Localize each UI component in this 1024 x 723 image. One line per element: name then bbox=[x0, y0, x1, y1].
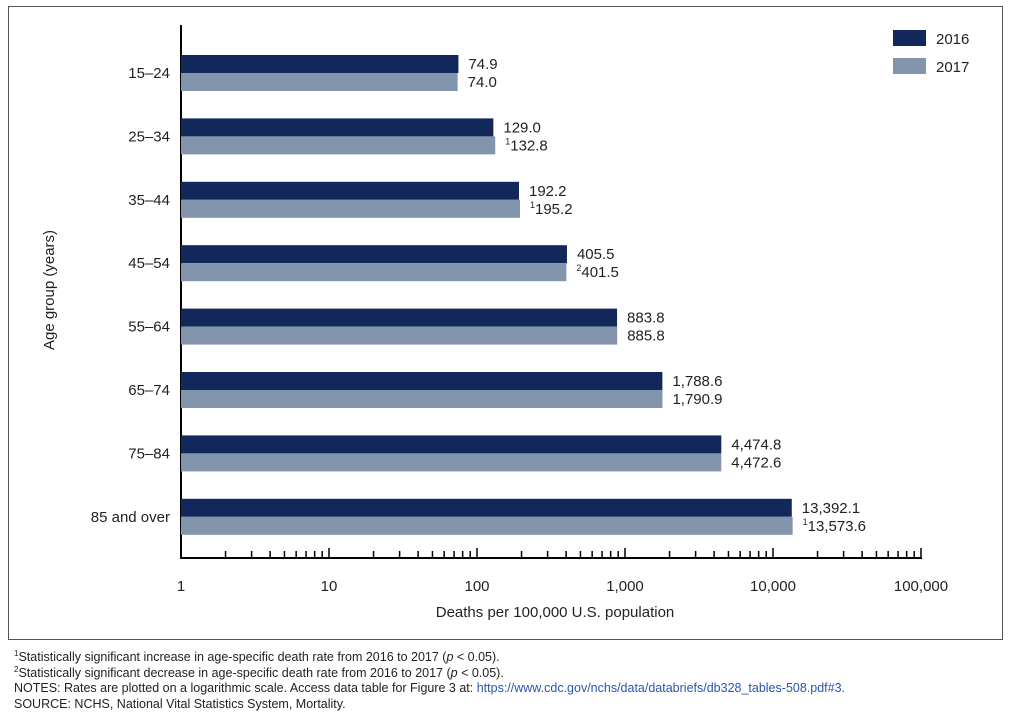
footnote-2: 2Statistically significant decrease in a… bbox=[14, 664, 845, 682]
footnote-text: Statistically significant decrease in ag… bbox=[18, 665, 451, 680]
source-line: SOURCE: NCHS, National Vital Statistics … bbox=[14, 696, 346, 711]
bar-2017 bbox=[181, 73, 458, 91]
notes-text: NOTES: Rates are plotted on a logarithmi… bbox=[14, 681, 477, 695]
x-tick-label: 1,000 bbox=[606, 578, 644, 595]
bar-2016 bbox=[181, 245, 567, 264]
category-label: 55–64 bbox=[128, 319, 170, 336]
data-label: 1,790.9 bbox=[672, 391, 722, 408]
significance-mark: 1 bbox=[803, 517, 808, 527]
bar-2017 bbox=[181, 263, 567, 282]
p-symbol: p bbox=[450, 665, 458, 680]
bar-2017 bbox=[181, 390, 663, 408]
bar-2017 bbox=[181, 326, 618, 345]
data-label: 885.8 bbox=[627, 328, 665, 345]
x-tick-label: 10 bbox=[321, 578, 338, 595]
bar-2016 bbox=[181, 498, 792, 517]
category-label: 85 and over bbox=[91, 509, 170, 526]
data-label-value: 195.2 bbox=[535, 201, 573, 218]
category-label: 75–84 bbox=[128, 445, 170, 462]
footnote-mark: 1 bbox=[14, 649, 19, 658]
legend-swatch-2017 bbox=[893, 58, 926, 74]
bar-2016 bbox=[181, 118, 494, 137]
x-axis-title: Deaths per 100,000 U.S. population bbox=[436, 604, 675, 621]
data-label-value: 132.8 bbox=[510, 137, 548, 154]
bar-2016 bbox=[181, 435, 722, 454]
bar-2016 bbox=[181, 181, 519, 200]
data-label: 1132.8 bbox=[505, 136, 548, 154]
bar-2016 bbox=[181, 55, 459, 73]
footnotes: 1Statistically significant increase in a… bbox=[14, 650, 845, 712]
footnote-1: 1Statistically significant increase in a… bbox=[14, 650, 845, 666]
data-table-link[interactable]: https://www.cdc.gov/nchs/data/databriefs… bbox=[476, 681, 846, 695]
x-tick-label: 100,000 bbox=[894, 578, 948, 595]
significance-mark: 1 bbox=[530, 200, 535, 210]
bar-2016 bbox=[181, 372, 663, 390]
x-tick-label: 100 bbox=[464, 578, 489, 595]
category-label: 25–34 bbox=[128, 128, 170, 145]
footnote-text: < 0.05). bbox=[457, 665, 504, 680]
data-label: 2401.5 bbox=[576, 263, 619, 281]
data-label: 883.8 bbox=[627, 310, 665, 327]
bar-2017 bbox=[181, 453, 722, 472]
data-label: 74.9 bbox=[468, 56, 497, 73]
bar-2017 bbox=[181, 136, 496, 155]
data-label: 192.2 bbox=[529, 183, 567, 200]
bar-2017 bbox=[181, 516, 793, 535]
bar-chart: 1 10 100 1,000 10,000 100,000 Deaths per 100,0… bbox=[41, 25, 969, 621]
data-label-value: 401.5 bbox=[581, 264, 619, 281]
significance-mark: 1 bbox=[505, 136, 510, 146]
data-label: 4,474.8 bbox=[731, 436, 781, 453]
legend-swatch-2016 bbox=[893, 30, 926, 46]
x-tick-label: 10,000 bbox=[750, 578, 796, 595]
footnote-text: < 0.05). bbox=[453, 650, 500, 664]
significance-mark: 2 bbox=[576, 263, 581, 273]
category-label: 15–24 bbox=[128, 65, 170, 82]
p-symbol: p bbox=[446, 650, 454, 664]
legend-label: 2017 bbox=[936, 59, 969, 76]
footnote-mark: 2 bbox=[14, 664, 19, 674]
y-axis-title: Age group (years) bbox=[41, 230, 58, 350]
data-label-value: 13,573.6 bbox=[808, 518, 866, 535]
data-label: 74.0 bbox=[468, 74, 497, 91]
data-label: 113,573.6 bbox=[803, 517, 866, 535]
data-label: 405.5 bbox=[577, 246, 615, 263]
data-label: 129.0 bbox=[503, 119, 541, 136]
x-tick-label: 1 bbox=[177, 578, 185, 595]
bar-2017 bbox=[181, 199, 520, 218]
category-label: 65–74 bbox=[128, 382, 170, 399]
data-label: 1,788.6 bbox=[672, 373, 722, 390]
bar-2016 bbox=[181, 308, 618, 327]
data-label: 1195.2 bbox=[530, 200, 573, 218]
notes-line: NOTES: Rates are plotted on a logarithmi… bbox=[14, 681, 845, 697]
data-label: 4,472.6 bbox=[731, 454, 781, 471]
category-label: 45–54 bbox=[128, 255, 170, 272]
category-label: 35–44 bbox=[128, 192, 170, 209]
legend-label: 2016 bbox=[936, 31, 969, 48]
chart-frame bbox=[8, 6, 1003, 640]
data-label: 13,392.1 bbox=[802, 500, 860, 517]
footnote-text: Statistically significant increase in ag… bbox=[18, 650, 447, 664]
